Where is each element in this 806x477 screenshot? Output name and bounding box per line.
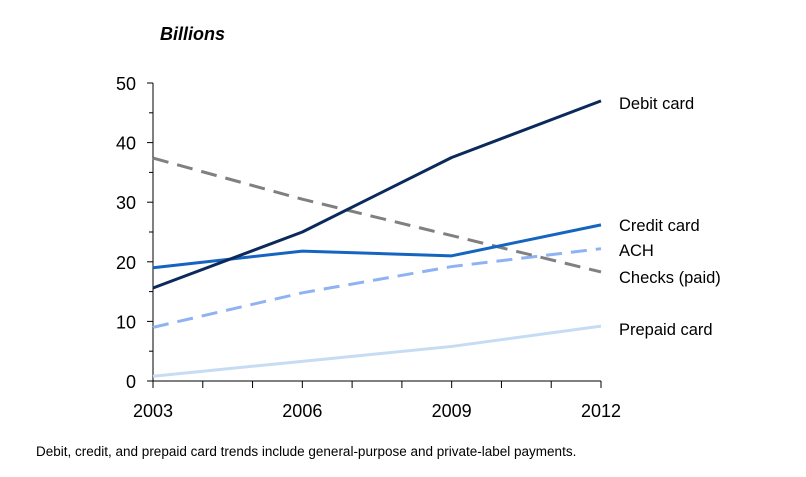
- x-tick-label: 2012: [581, 401, 621, 421]
- x-tick-label: 2003: [133, 401, 173, 421]
- y-tick-label: 0: [126, 372, 136, 392]
- chart-series: [152, 99, 602, 378]
- series-line-debit-card: [152, 99, 602, 290]
- y-axis-unit-label: Billions: [160, 24, 226, 44]
- series-label-prepaid-card: Prepaid card: [619, 321, 713, 339]
- series-label-checks-paid: Checks (paid): [619, 269, 721, 287]
- chart-axes: 0 10 20 30 40 50 2003 2006 2009 2012: [116, 74, 621, 421]
- series-line-checks-paid: [152, 156, 602, 274]
- x-tick-label: 2009: [432, 401, 472, 421]
- y-tick-label: 10: [116, 312, 136, 332]
- x-tick-label: 2006: [282, 401, 322, 421]
- y-tick-label: 20: [116, 253, 136, 273]
- series-line-ach: [152, 247, 602, 329]
- series-line-prepaid-card: [152, 324, 602, 378]
- y-tick-label: 40: [116, 134, 136, 154]
- y-tick-label: 30: [116, 193, 136, 213]
- chart-series-labels: Debit card Credit card ACH Checks (paid) Pre…: [619, 95, 721, 339]
- series-label-debit-card: Debit card: [619, 95, 694, 113]
- series-label-ach: ACH: [619, 242, 654, 260]
- series-label-credit-card: Credit card: [619, 217, 700, 235]
- chart-footnote: Debit, credit, and prepaid card trends i…: [36, 444, 577, 459]
- y-tick-label: 50: [116, 74, 136, 94]
